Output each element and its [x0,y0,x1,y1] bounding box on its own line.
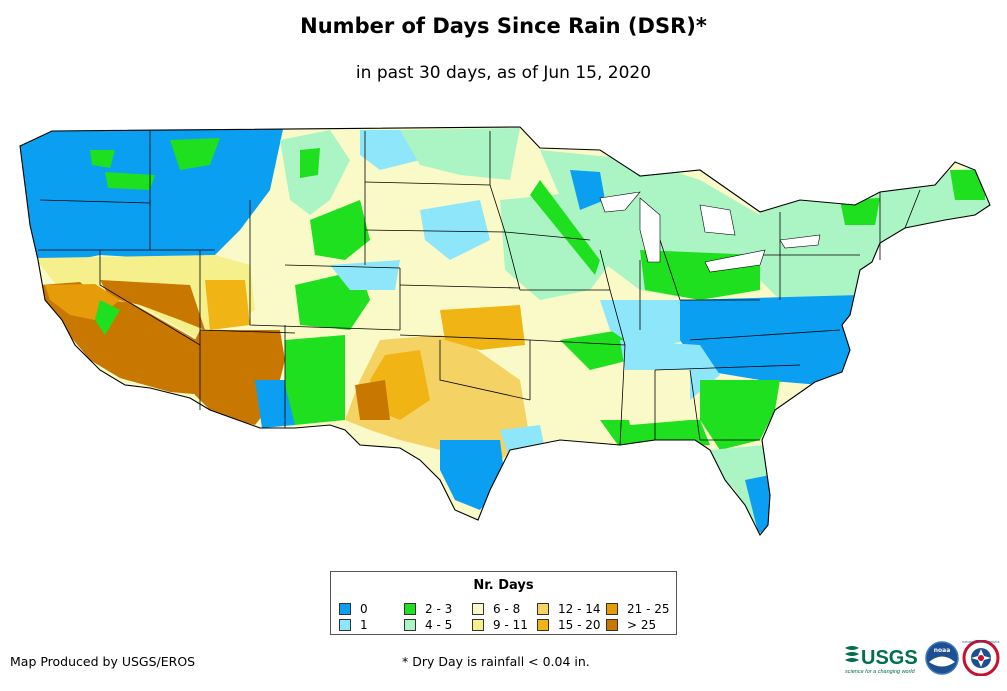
region-northwest-0-days [20,127,285,265]
region-utah-15-20-days [205,280,250,330]
region-wyoming-2-3-days [310,200,370,260]
legend-label: 21 - 25 [627,602,670,616]
legend-item-1-day: 1 [339,618,368,632]
dry-day-footnote: * Dry Day is rainfall < 0.04 in. [402,654,590,669]
map-credit: Map Produced by USGS/EROS [10,654,196,669]
region-arkansas-2-3-days [560,330,630,370]
region-maine-2-3-days [950,170,985,200]
usgs-tagline: science for a changing world [845,669,916,675]
legend-item-over-25-days: > 25 [606,618,656,632]
region-georgia-carolina-2-3-days [700,380,780,450]
legend-label: > 25 [627,618,657,632]
legend-item-21-25-days: 21 - 25 [606,602,670,616]
legend-label: 15 - 20 [558,618,601,632]
legend-swatch [472,603,484,615]
legend-swatch [339,619,351,631]
legend-swatch [606,603,618,615]
legend-item-4-5-days: 4 - 5 [404,618,452,632]
region-sierra-2-3-days [95,300,120,335]
legend-item-0-days: 0 [339,602,368,616]
legend-title: Nr. Days [473,578,534,593]
region-kentucky-1-day [600,300,690,350]
region-south-dakota-1-day [420,200,490,260]
great-lakes [599,191,821,273]
legend-item-6-8-days: 6 - 8 [472,602,520,616]
legend-item-12-14-days: 12 - 14 [537,602,601,616]
legend-item-15-20-days: 15 - 20 [537,618,601,632]
legend-item-9-11-days: 9 - 11 [472,618,528,632]
legend-swatch [472,619,484,631]
legend-label: 0 [360,602,368,616]
map-title: Number of Days Since Rain (DSR)* [300,14,707,38]
region-minnesota-wisconsin-2-3-days [530,180,600,275]
legend: Nr. Days 0 1 2 - 3 4 - 5 6 - 8 9 - 11 12… [330,571,677,635]
legend-label: 2 - 3 [425,602,453,616]
region-idaho-2-3-days [170,138,220,170]
usgs-logo: USGS science for a changing world [845,646,918,675]
map-fill [20,127,990,535]
legend-label: 6 - 8 [493,602,521,616]
region-trans-pecos-over-25-days [355,380,390,420]
region-new-mexico-2-3-days [285,335,345,425]
legend-label: 9 - 11 [493,618,528,632]
nws-wordmark: NATIONAL WEATHER SERVICE [962,640,999,644]
legend-label: 12 - 14 [558,602,601,616]
noaa-wordmark: noaa [934,647,951,654]
legend-item-2-3-days: 2 - 3 [404,602,452,616]
state-boundaries [19,126,991,537]
region-south-florida-0-days [745,475,775,535]
legend-label: 1 [360,618,368,632]
legend-label: 4 - 5 [425,618,453,632]
legend-swatch [404,603,416,615]
region-washington-2-3-days [90,150,115,168]
region-oregon-2-3-days [105,172,155,190]
map-subtitle: in past 30 days, as of Jun 15, 2020 [355,63,652,83]
region-mid-atlantic-0-days [680,295,860,385]
legend-swatch [339,603,351,615]
legend-swatch [537,619,549,631]
noaa-logo: noaa [925,641,959,675]
region-nevada-over-25-days [100,280,205,330]
region-montana-2-3-days [300,148,320,178]
legend-swatch [404,619,416,631]
region-upper-michigan-0-days [570,170,605,210]
usgs-wordmark: USGS [861,647,918,669]
legend-swatch [537,603,549,615]
legend-swatch [606,619,618,631]
nws-logo: NATIONAL WEATHER SERVICE [962,640,1000,676]
